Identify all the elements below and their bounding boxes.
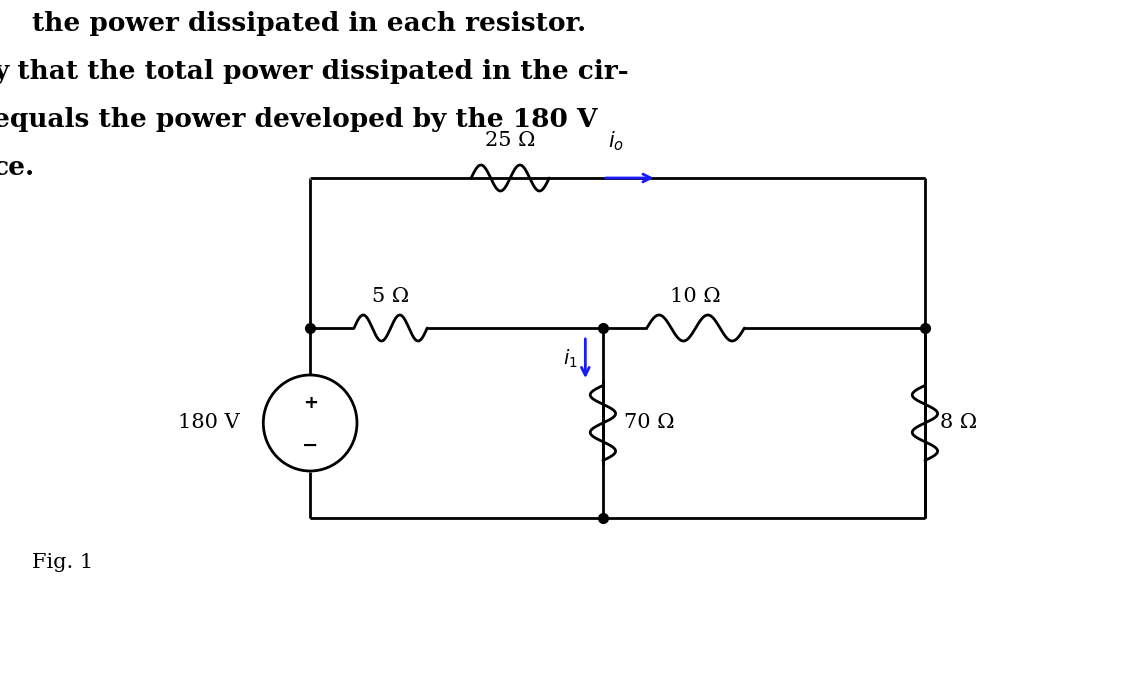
Text: 8 Ω: 8 Ω bbox=[939, 414, 976, 432]
Text: 10 Ω: 10 Ω bbox=[670, 287, 721, 306]
Text: y that the total power dissipated in the cir-: y that the total power dissipated in the… bbox=[0, 59, 629, 84]
Text: 5 Ω: 5 Ω bbox=[372, 287, 410, 306]
Text: Fig. 1: Fig. 1 bbox=[32, 553, 93, 572]
Text: 70 Ω: 70 Ω bbox=[624, 414, 675, 432]
Text: $i_1$: $i_1$ bbox=[562, 347, 577, 369]
Text: 180 V: 180 V bbox=[178, 414, 240, 432]
Text: ce.: ce. bbox=[0, 155, 35, 180]
Text: equals the power developed by the 180 V: equals the power developed by the 180 V bbox=[0, 107, 597, 132]
Text: −: − bbox=[302, 435, 318, 455]
Text: 25 Ω: 25 Ω bbox=[485, 131, 536, 150]
Text: +: + bbox=[303, 394, 317, 412]
Text: $i_o$: $i_o$ bbox=[608, 130, 624, 153]
Text: the power dissipated in each resistor.: the power dissipated in each resistor. bbox=[32, 11, 586, 36]
